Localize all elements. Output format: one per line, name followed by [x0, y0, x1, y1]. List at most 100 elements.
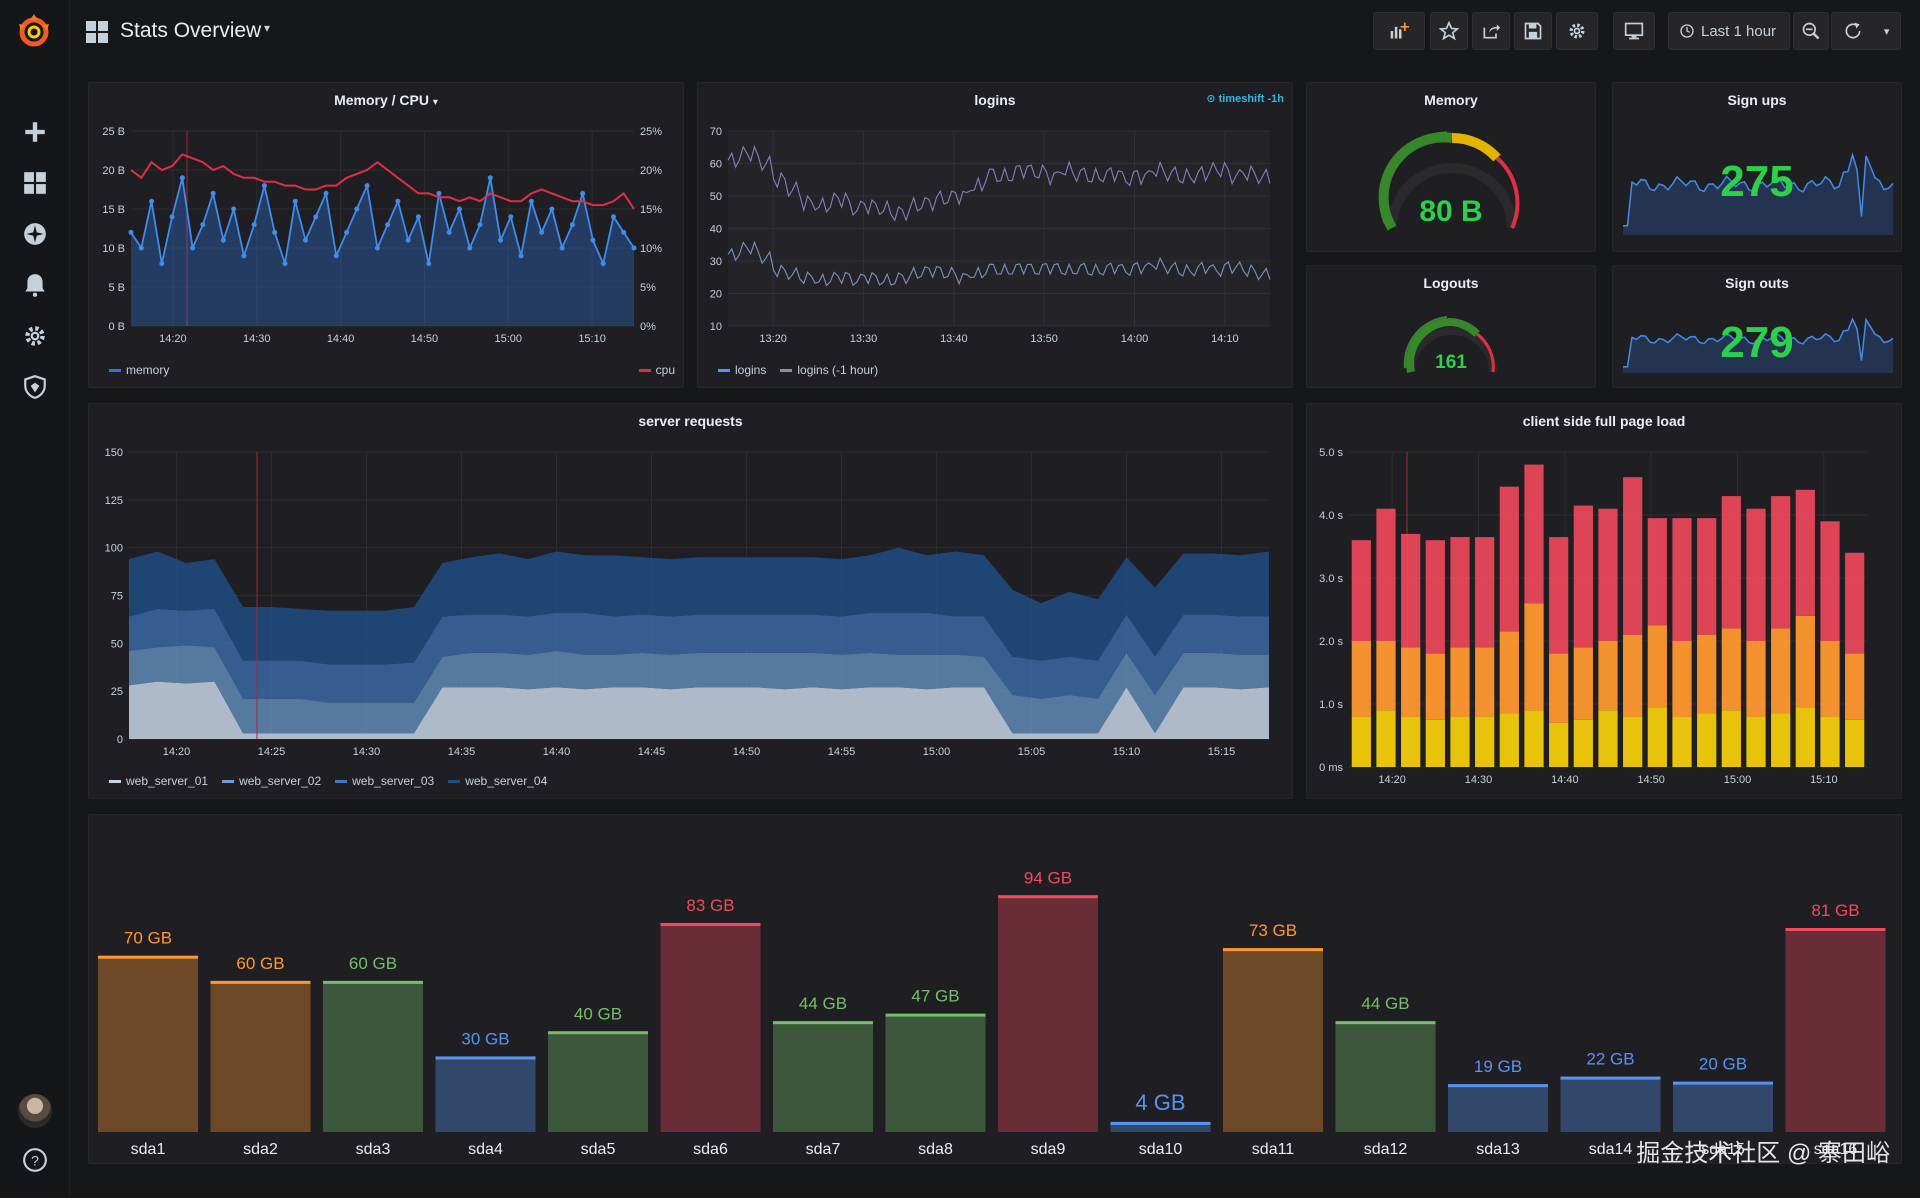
disk-bar-cap [435, 1056, 536, 1060]
y-tick-label: 15 B [102, 204, 125, 216]
settings-button[interactable] [1556, 12, 1598, 50]
memory-point [446, 229, 452, 235]
page-load-bar-orange [1672, 641, 1692, 717]
panel-title[interactable]: Memory [1424, 92, 1478, 108]
disk-bar-cap [1335, 1021, 1436, 1025]
page-load-bar-yellow [1573, 719, 1593, 767]
clock-icon: ⊙ [1206, 93, 1216, 105]
panel-page-load[interactable]: client side full page load 0 ms 1.0 s 2.0 … [1306, 403, 1902, 799]
logins-chart: 10 20 30 40 50 60 70 13:20 13:30 13:40 13:50 14:00 1… [710, 126, 1271, 345]
add-panel-button[interactable] [1373, 12, 1425, 50]
tv-mode-button[interactable] [1613, 12, 1655, 50]
page-load-bar-yellow [1549, 722, 1569, 767]
memory-point [169, 214, 175, 220]
refresh-caret-icon[interactable]: ▾ [1883, 25, 1890, 38]
configuration-gear-icon[interactable] [17, 318, 53, 354]
disk-bar [435, 1056, 536, 1132]
page-load-bar-orange [1376, 641, 1396, 711]
x-tick-label: 13:30 [850, 333, 878, 345]
memory-point [354, 206, 360, 212]
legend-memory[interactable]: memory [109, 363, 169, 377]
panel-disk-usage[interactable]: 70 GB sda1 60 GB sda2 60 GB sda3 30 GB sda4 40 G… [88, 814, 1902, 1164]
memory-point [282, 261, 288, 267]
panel-server-requests[interactable]: server requests 0 25 50 75 100 125 150 14:20 14:… [88, 403, 1293, 799]
memory-point [590, 237, 596, 243]
page-load-bar-orange [1549, 653, 1569, 723]
explore-compass-icon[interactable] [17, 216, 53, 252]
memory-point [580, 190, 586, 196]
panel-memory-gauge[interactable]: Memory 80 B [1306, 82, 1596, 252]
memory-point [149, 198, 155, 204]
disk-bar-cap [660, 922, 761, 926]
caret-down-icon[interactable]: ▾ [264, 21, 271, 35]
y-tick-label: 50 [710, 191, 722, 203]
panel-logins[interactable]: logins ⊙ timeshift -1h 10 20 30 40 50 60 70 13:… [697, 82, 1293, 388]
page-load-bar-yellow [1845, 719, 1865, 767]
zoom-out-button[interactable] [1793, 12, 1829, 50]
panel-title[interactable]: Sign ups [1727, 92, 1787, 108]
y-tick-label: 125 [105, 495, 123, 507]
memory-point [610, 214, 616, 220]
alerting-bell-icon[interactable] [17, 267, 53, 303]
dashboards-icon[interactable] [17, 165, 53, 201]
page-load-bar-yellow [1795, 707, 1815, 767]
logouts-gauge [1403, 316, 1497, 373]
grafana-logo-icon[interactable] [13, 10, 55, 52]
page-load-bar-red [1499, 486, 1519, 632]
panel-title[interactable]: Logouts [1423, 275, 1479, 291]
star-button[interactable] [1430, 12, 1468, 50]
user-avatar[interactable] [18, 1094, 52, 1128]
logins-legend[interactable]: logins logins (-1 hour) [718, 363, 878, 377]
panel-title[interactable]: Sign outs [1725, 275, 1789, 291]
page-load-bar-orange [1401, 647, 1421, 717]
page-load-bar-red [1647, 518, 1667, 626]
x-tick-label: 15:10 [1113, 746, 1141, 758]
save-button[interactable] [1514, 12, 1552, 50]
dashboard-title[interactable]: Stats Overview [120, 19, 262, 42]
memory-point [600, 261, 606, 267]
time-range-picker[interactable]: Last 1 hour [1668, 12, 1790, 50]
panel-logouts[interactable]: Logouts 161 [1306, 265, 1596, 388]
panel-memory-cpu[interactable]: Memory / CPU ▾ 0 B 0% 5 B 5% 10 B 10% 15 B 15% 2… [88, 82, 684, 388]
panel-title[interactable]: server requests [638, 413, 743, 429]
panel-title[interactable]: logins [974, 92, 1016, 108]
disk-bar-cap [323, 980, 423, 984]
panel-title[interactable]: client side full page load [1522, 413, 1686, 429]
panel-sign-ups[interactable]: Sign ups 275 [1612, 82, 1902, 252]
y-tick-label: 150 [105, 447, 123, 459]
disk-bar-cap [998, 895, 1098, 899]
y2-tick-label: 25% [640, 126, 662, 138]
server-admin-shield-icon[interactable] [17, 369, 53, 405]
help-icon[interactable]: ? [17, 1142, 53, 1178]
panel-sign-outs[interactable]: Sign outs 279 [1612, 265, 1902, 388]
y-tick-label: 30 [710, 256, 722, 268]
refresh-button[interactable]: ▾ [1831, 12, 1901, 50]
disk-bar [885, 1013, 986, 1132]
page-load-bar-yellow [1499, 713, 1519, 767]
memory-point [200, 222, 206, 228]
y-tick-label: 0 B [108, 321, 125, 333]
save-icon [1524, 22, 1542, 40]
y2-tick-label: 0% [640, 321, 656, 333]
memory-point [539, 229, 545, 235]
memory-point [272, 229, 278, 235]
create-plus-icon[interactable] [17, 114, 53, 150]
panel-title[interactable]: Memory / CPU ▾ [334, 92, 438, 108]
disk-category-label: sda5 [581, 1141, 616, 1158]
share-button[interactable] [1472, 12, 1510, 50]
memory-point [292, 198, 298, 204]
y-tick-label: 4.0 s [1319, 510, 1343, 522]
x-tick-label: 14:35 [448, 746, 476, 758]
x-tick-label: 14:30 [1465, 774, 1493, 786]
memory-point [518, 253, 524, 259]
page-load-bar-orange [1721, 628, 1741, 711]
memory-point [559, 245, 565, 251]
memory-point [467, 245, 473, 251]
server-requests-legend[interactable]: web_server_01 web_server_02 web_server_0… [109, 774, 547, 788]
legend-cpu[interactable]: cpu [638, 363, 675, 377]
page-load-bar-orange [1647, 625, 1667, 708]
page-load-bar-orange [1795, 615, 1815, 708]
server-requests-chart: 0 25 50 75 100 125 150 14:20 14:25 14:30 14:35 14:4… [105, 447, 1269, 758]
memory-point [231, 206, 237, 212]
disk-bar [323, 980, 423, 1132]
